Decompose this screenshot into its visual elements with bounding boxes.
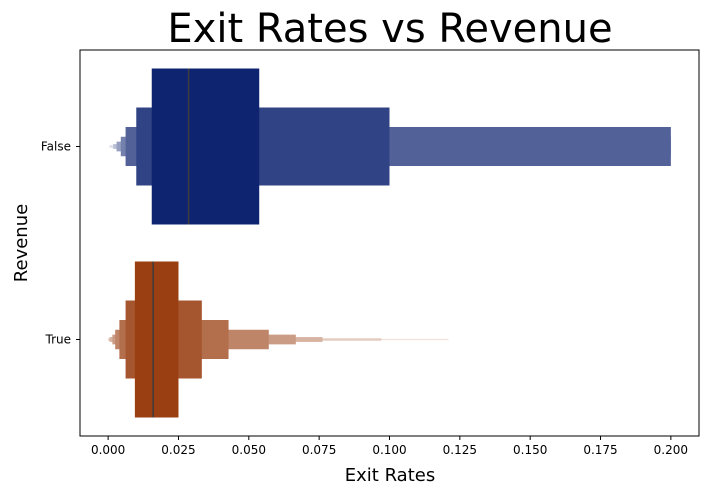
chart-title: Exit Rates vs Revenue (167, 6, 612, 52)
x-tick-label: 0.000 (91, 443, 125, 457)
x-tick-label: 0.050 (232, 443, 266, 457)
x-tick-label: 0.100 (372, 443, 406, 457)
y-tick-label: True (45, 333, 72, 347)
x-tick-label: 0.125 (443, 443, 477, 457)
y-tick-label: False (41, 140, 71, 154)
boxen-level-true-1 (134, 261, 179, 418)
x-tick-label: 0.200 (654, 443, 688, 457)
x-tick-label: 0.025 (161, 443, 195, 457)
y-axis: False True (41, 140, 80, 347)
x-tick-label: 0.175 (583, 443, 617, 457)
x-tick-label: 0.150 (513, 443, 547, 457)
y-axis-label: Revenue (11, 204, 32, 282)
x-axis: 0.000 0.025 0.050 0.075 0.100 0.125 0.150 0.175… (91, 436, 688, 457)
boxen-plot-area (108, 68, 671, 418)
boxen-level-false-1 (151, 68, 260, 225)
x-tick-label: 0.075 (302, 443, 336, 457)
x-axis-label: Exit Rates (345, 465, 435, 486)
